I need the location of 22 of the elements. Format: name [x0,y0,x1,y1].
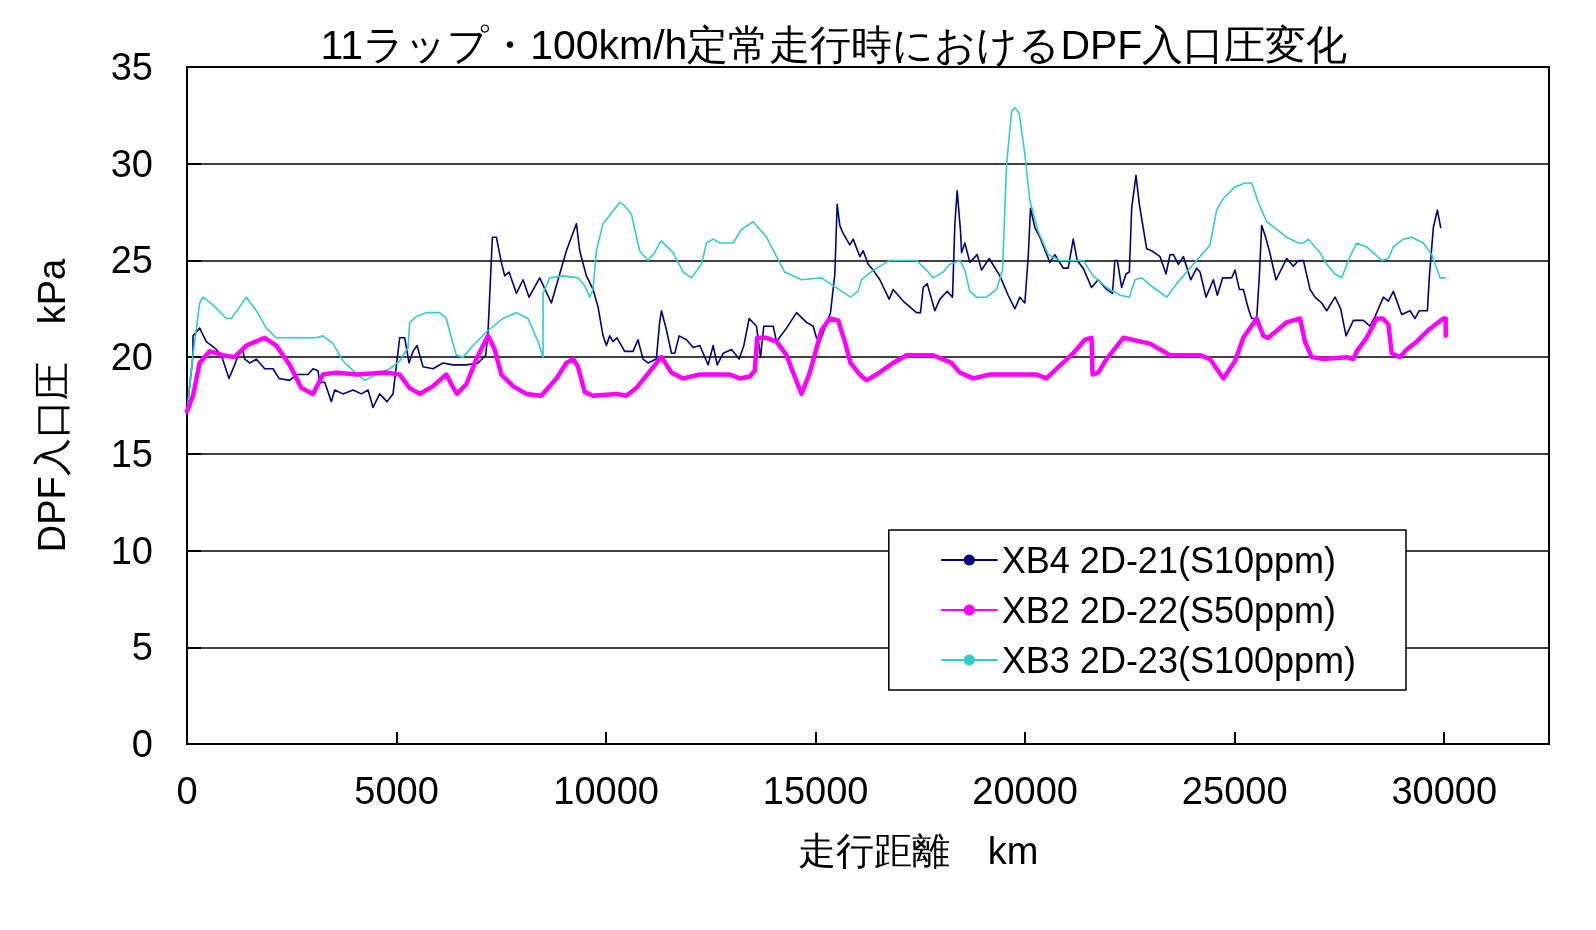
y-tick-label: 30 [110,142,153,185]
line-series [184,316,1448,414]
x-tick-label: 30000 [1391,770,1498,812]
y-tick-label: 10 [110,529,153,572]
y-tick-label: 15 [110,432,153,475]
y-tick-label: 0 [131,723,153,765]
legend-label: XB3 2D-23(S100ppm) [1001,639,1357,681]
legend-label: XB2 2D-22(S50ppm) [1001,589,1336,631]
x-tick-label: 0 [176,770,198,812]
chart-title: 11ラップ・100km/h定常走行時におけるDPF入口圧変化 [320,21,1348,68]
x-tick-label: 20000 [972,770,1078,812]
x-axis-title: 走行距離 km [797,830,1039,872]
x-tick-label: 10000 [553,770,659,812]
y-tick-label: 5 [131,626,153,669]
legend-label: XB4 2D-21(S10ppm) [1001,539,1336,581]
y-tick-label: 20 [110,336,153,379]
y-axis-title: DPF入口圧 kPa [31,257,73,553]
y-tick-label: 35 [110,46,153,88]
y-tick-label: 25 [110,239,153,282]
x-tick-label: 15000 [762,770,869,812]
x-tick-label: 25000 [1181,770,1288,812]
x-tick-label: 5000 [354,770,439,812]
